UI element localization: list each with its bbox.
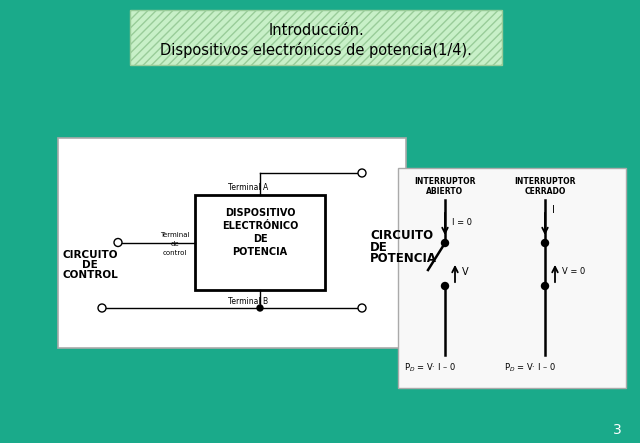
Text: V = 0: V = 0 [562, 268, 585, 276]
Text: DISPOSITIVO: DISPOSITIVO [225, 208, 295, 218]
Circle shape [541, 240, 548, 246]
Text: ELECTRÓNICO: ELECTRÓNICO [222, 221, 298, 231]
Text: CIRCUITO: CIRCUITO [370, 229, 433, 241]
FancyBboxPatch shape [130, 10, 502, 65]
Text: P$_D$ = V· I – 0: P$_D$ = V· I – 0 [504, 362, 556, 374]
FancyBboxPatch shape [398, 168, 626, 388]
Text: POTENCIA: POTENCIA [370, 253, 437, 265]
Circle shape [358, 169, 366, 177]
Text: POTENCIA: POTENCIA [232, 247, 287, 257]
Text: Dispositivos electrónicos de potencia(1/4).: Dispositivos electrónicos de potencia(1/… [160, 42, 472, 58]
Text: ABIERTO: ABIERTO [426, 187, 463, 195]
Text: V: V [462, 267, 468, 277]
FancyBboxPatch shape [58, 138, 406, 348]
Text: CERRADO: CERRADO [524, 187, 566, 195]
Circle shape [257, 305, 263, 311]
Text: Introducción.: Introducción. [268, 23, 364, 38]
Text: Terminal B: Terminal B [228, 298, 268, 307]
Text: P$_D$ = V· I – 0: P$_D$ = V· I – 0 [404, 362, 456, 374]
Text: Terminal: Terminal [160, 232, 189, 237]
Circle shape [442, 283, 449, 289]
Text: CIRCUITO: CIRCUITO [62, 250, 118, 260]
Circle shape [114, 238, 122, 246]
Text: INTERRUPTOR: INTERRUPTOR [414, 178, 476, 187]
Text: DE: DE [253, 234, 268, 244]
Text: Terminal A: Terminal A [228, 183, 268, 191]
Text: de: de [171, 241, 179, 246]
Text: INTERRUPTOR: INTERRUPTOR [515, 178, 576, 187]
Text: I = 0: I = 0 [452, 218, 472, 226]
Text: CONTROL: CONTROL [62, 270, 118, 280]
Circle shape [98, 304, 106, 312]
Circle shape [358, 304, 366, 312]
Circle shape [541, 283, 548, 289]
FancyBboxPatch shape [195, 195, 325, 290]
Circle shape [442, 240, 449, 246]
Text: DE: DE [370, 241, 388, 253]
Text: I: I [552, 205, 555, 215]
Text: control: control [163, 249, 187, 256]
Text: 3: 3 [612, 423, 621, 437]
Text: DE: DE [82, 260, 98, 270]
